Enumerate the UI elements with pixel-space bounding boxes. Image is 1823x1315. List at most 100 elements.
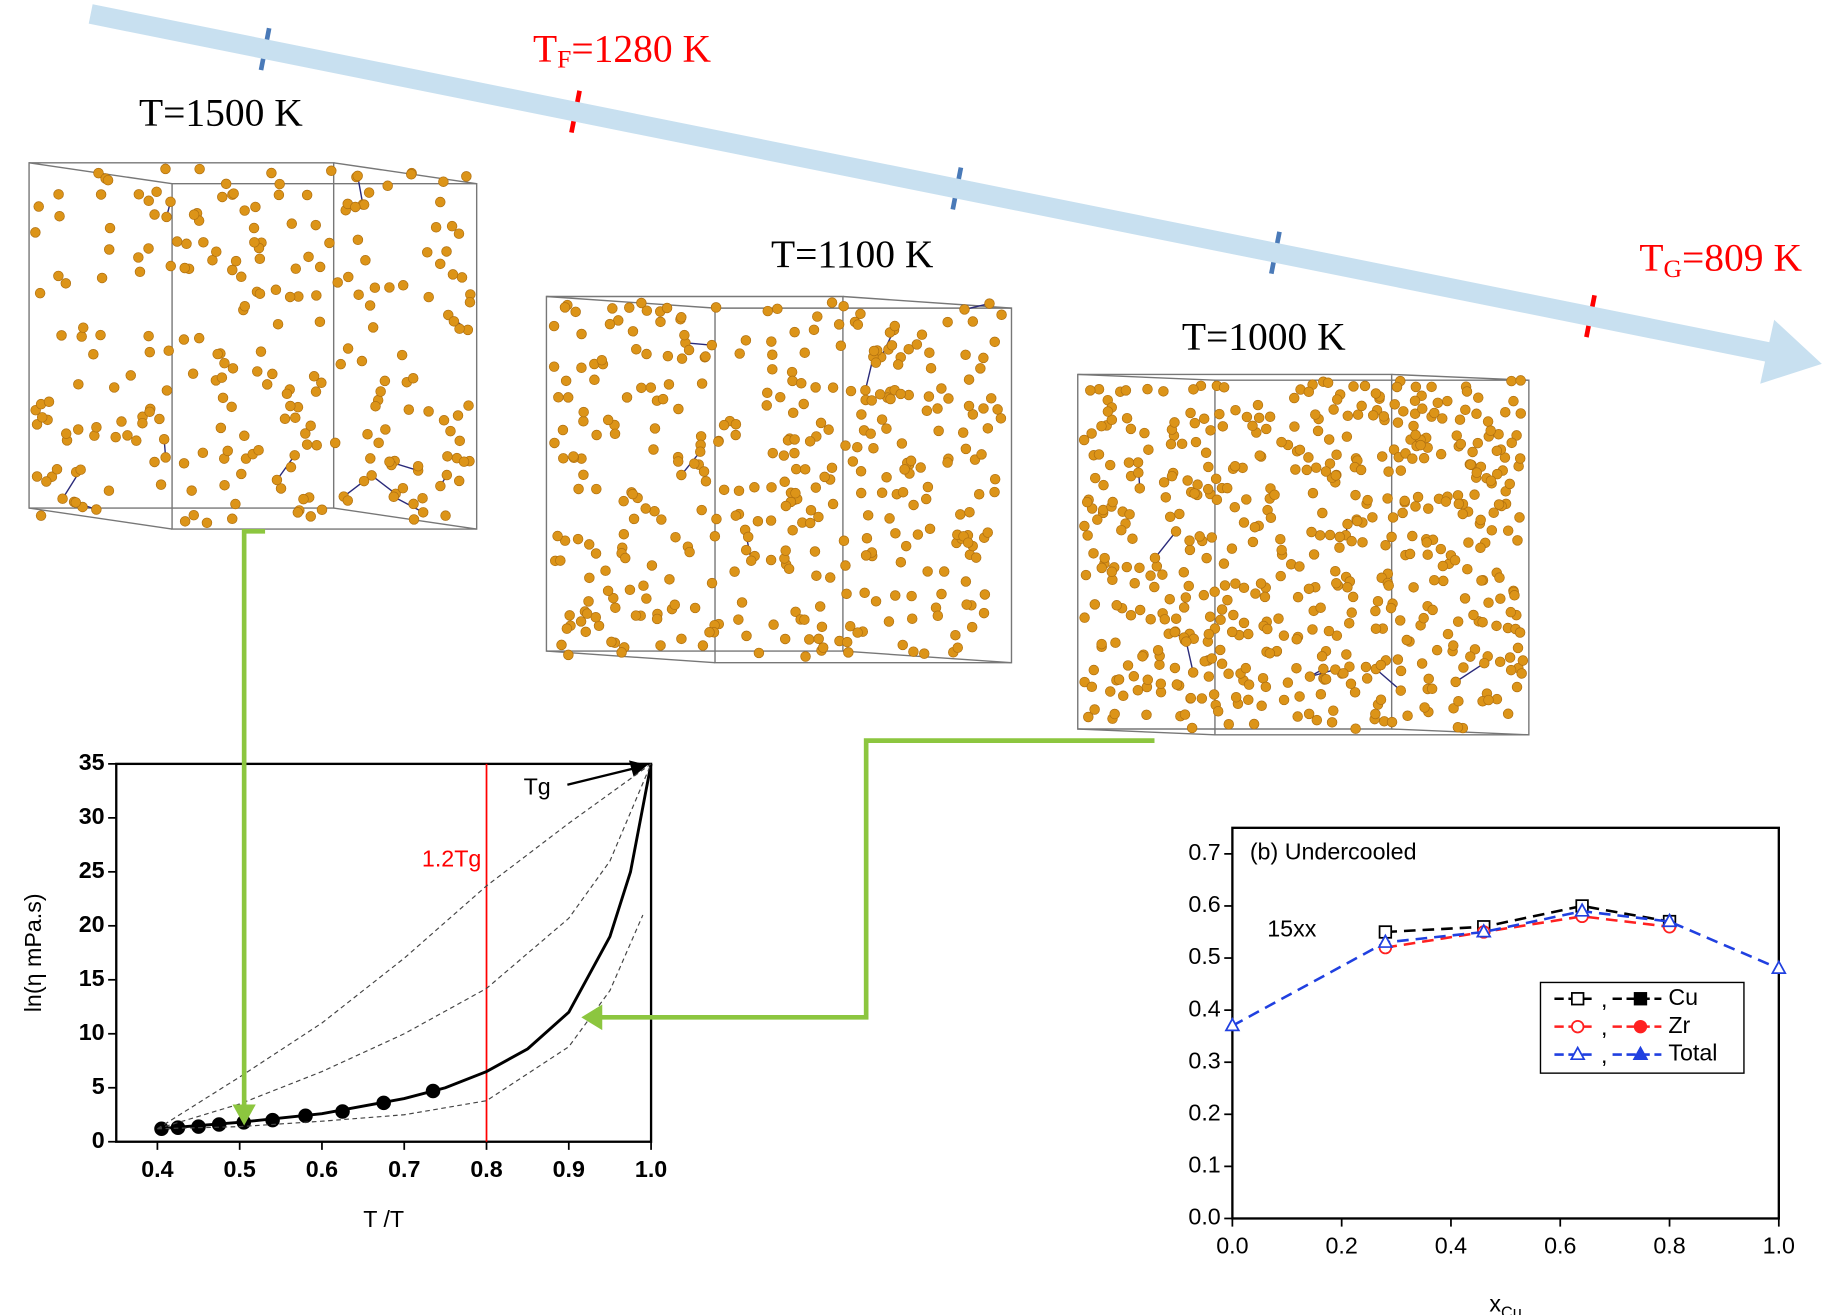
atom: [161, 211, 172, 223]
atom: [1473, 392, 1484, 403]
atom: [358, 199, 370, 210]
atom: [938, 566, 950, 577]
atom: [696, 378, 708, 389]
connector-head: [581, 1004, 603, 1031]
atom: [1264, 411, 1276, 422]
atom: [1346, 607, 1357, 618]
atom: [1427, 604, 1438, 616]
atom: [618, 528, 630, 540]
chart-title: (b) Undercooled: [1250, 839, 1417, 865]
atom: [452, 410, 464, 421]
atom: [640, 503, 651, 514]
bond: [1185, 641, 1194, 673]
atom: [963, 374, 975, 385]
legend-label: Cu: [1668, 984, 1698, 1010]
atom: [1288, 392, 1300, 404]
atom: [290, 263, 302, 274]
atom: [314, 261, 326, 273]
atom: [752, 516, 764, 527]
arrow-head: [1760, 319, 1822, 384]
atom: [1508, 395, 1519, 407]
atom: [1326, 717, 1338, 728]
box-edge: [1077, 728, 1215, 736]
atom: [1238, 582, 1250, 594]
atom: [1350, 723, 1361, 734]
atom: [60, 278, 72, 289]
atom: [1310, 462, 1322, 473]
atom: [799, 464, 811, 475]
label-text: T: [1639, 236, 1663, 280]
atom: [1276, 544, 1287, 556]
atom: [227, 264, 238, 276]
atom: [961, 599, 972, 610]
atom: [1185, 407, 1196, 419]
atom: [236, 468, 247, 480]
label-subscript: F: [557, 45, 571, 74]
label-text: T=1000 K: [1182, 315, 1346, 359]
atom: [610, 602, 621, 613]
atom: [1134, 604, 1146, 616]
atom: [1437, 413, 1448, 424]
atom: [1105, 686, 1116, 697]
x-tick-label: 0.8: [470, 1156, 502, 1182]
atom: [548, 320, 560, 332]
temperature-label: T=1000 K: [1182, 315, 1346, 359]
atom: [1491, 620, 1502, 632]
atom: [423, 291, 434, 303]
atom: [1468, 609, 1479, 621]
atom: [553, 392, 564, 403]
atom: [88, 349, 99, 360]
atom: [895, 388, 906, 400]
atom: [959, 304, 970, 315]
atom: [1174, 508, 1185, 520]
atom: [261, 379, 273, 390]
atom: [1208, 689, 1220, 700]
atom: [859, 587, 870, 599]
marker: [1569, 1045, 1586, 1061]
atom: [607, 303, 618, 314]
box-edge: [28, 507, 173, 530]
atom: [463, 400, 474, 411]
atom: [696, 504, 707, 516]
x-tick-label: 0.9: [553, 1156, 585, 1182]
atom: [1476, 575, 1487, 586]
atom: [905, 455, 917, 467]
x-axis-label-sub: Cu: [1501, 1304, 1522, 1315]
atom: [1086, 428, 1097, 439]
atom: [384, 456, 395, 467]
atom: [663, 379, 675, 390]
temperature-label: TF=1280 K: [533, 26, 712, 73]
atom: [1410, 501, 1421, 512]
atom: [886, 340, 898, 351]
atom: [1429, 574, 1440, 586]
atom: [188, 509, 200, 521]
atom: [417, 507, 429, 518]
atom: [1408, 420, 1419, 432]
atom: [1361, 673, 1373, 684]
atom: [1179, 709, 1191, 720]
label-text: T=1500 K: [139, 90, 303, 134]
atom: [1343, 618, 1355, 629]
atom: [279, 413, 291, 425]
atom: [578, 416, 589, 427]
atom: [36, 412, 48, 423]
atom: [762, 387, 773, 399]
atom-box: [28, 162, 478, 530]
atom: [1426, 683, 1438, 694]
atom: [576, 362, 587, 373]
atom: [441, 246, 452, 257]
atom: [228, 188, 239, 199]
atom: [305, 511, 316, 522]
atom: [1471, 408, 1482, 420]
atom: [1079, 612, 1090, 623]
atom: [1253, 412, 1265, 424]
atom: [955, 509, 966, 520]
atom: [835, 340, 847, 351]
atom: [767, 349, 778, 360]
marker: [1633, 1019, 1648, 1034]
atom: [1407, 453, 1418, 464]
atom: [1182, 475, 1193, 486]
atom: [380, 424, 391, 435]
connector-head: [232, 1104, 256, 1126]
atom: [841, 588, 852, 600]
